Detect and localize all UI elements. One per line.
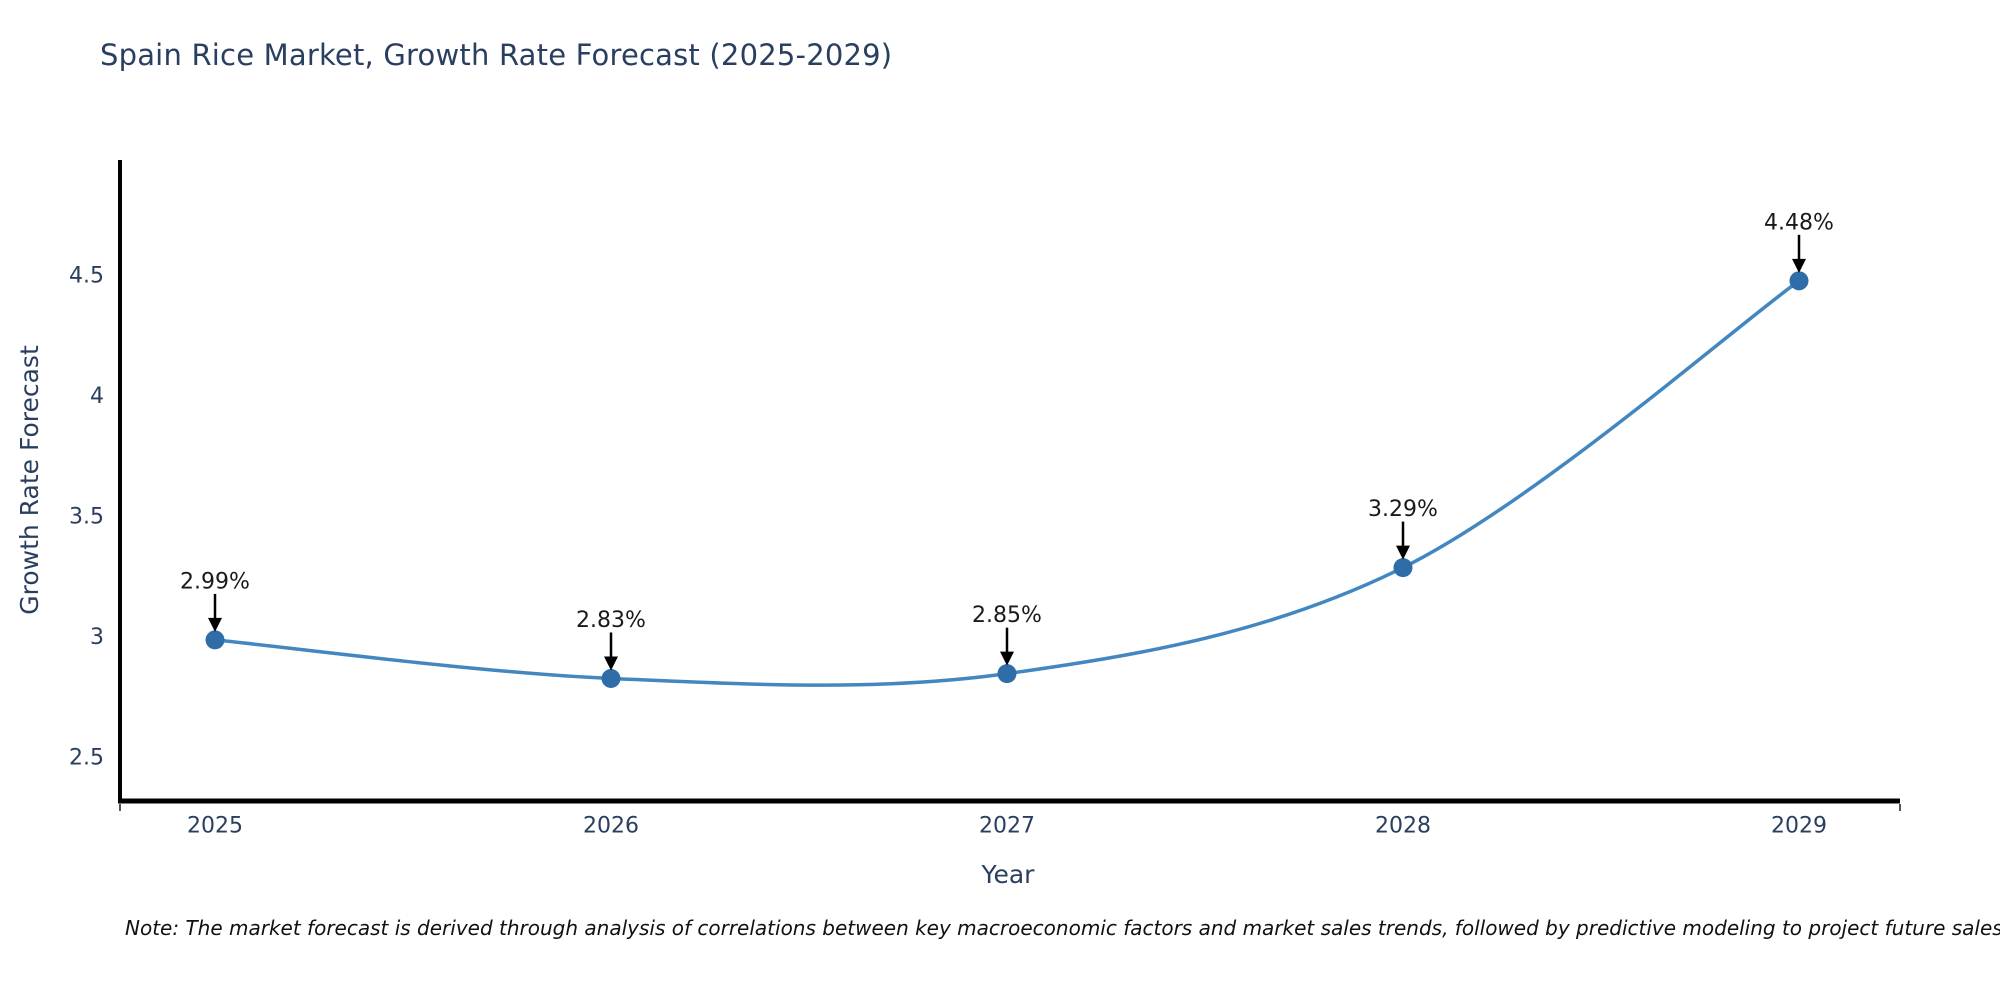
chart-title: Spain Rice Market, Growth Rate Forecast … bbox=[100, 38, 893, 72]
y-tick-label: 2.5 bbox=[69, 746, 104, 771]
y-tick-label: 3 bbox=[90, 625, 104, 650]
data-point-marker bbox=[1789, 271, 1809, 291]
x-tick-label: 2025 bbox=[187, 814, 243, 839]
series-line bbox=[213, 279, 1801, 687]
x-axis-title: Year bbox=[981, 860, 1035, 889]
annotation-arrowhead bbox=[1396, 545, 1410, 560]
data-point-marker bbox=[1393, 558, 1413, 578]
y-tick-label: 4.5 bbox=[69, 264, 104, 289]
data-point-marker bbox=[205, 630, 225, 650]
x-tick-label: 2026 bbox=[583, 814, 639, 839]
footnote: Note: The market forecast is derived thr… bbox=[125, 916, 2000, 940]
x-tick-label: 2027 bbox=[979, 814, 1035, 839]
annotation-arrowhead bbox=[1000, 651, 1014, 666]
y-tick-label: 4 bbox=[90, 384, 104, 409]
data-point-marker bbox=[601, 668, 621, 688]
x-tick-label: 2029 bbox=[1771, 814, 1827, 839]
y-axis-title: Growth Rate Forecast bbox=[15, 345, 44, 615]
annotation-label: 2.85% bbox=[972, 603, 1042, 628]
annotation-label: 3.29% bbox=[1368, 497, 1438, 522]
annotation-label: 4.48% bbox=[1764, 210, 1834, 235]
annotation-label: 2.99% bbox=[180, 569, 250, 594]
data-point-marker bbox=[997, 664, 1017, 684]
annotation-arrowhead bbox=[208, 617, 222, 632]
annotation-arrowhead bbox=[604, 656, 618, 671]
x-tick-label: 2028 bbox=[1375, 814, 1431, 839]
y-tick-label: 3.5 bbox=[69, 505, 104, 530]
annotation-label: 2.83% bbox=[576, 608, 646, 633]
annotation-arrowhead bbox=[1792, 258, 1806, 273]
